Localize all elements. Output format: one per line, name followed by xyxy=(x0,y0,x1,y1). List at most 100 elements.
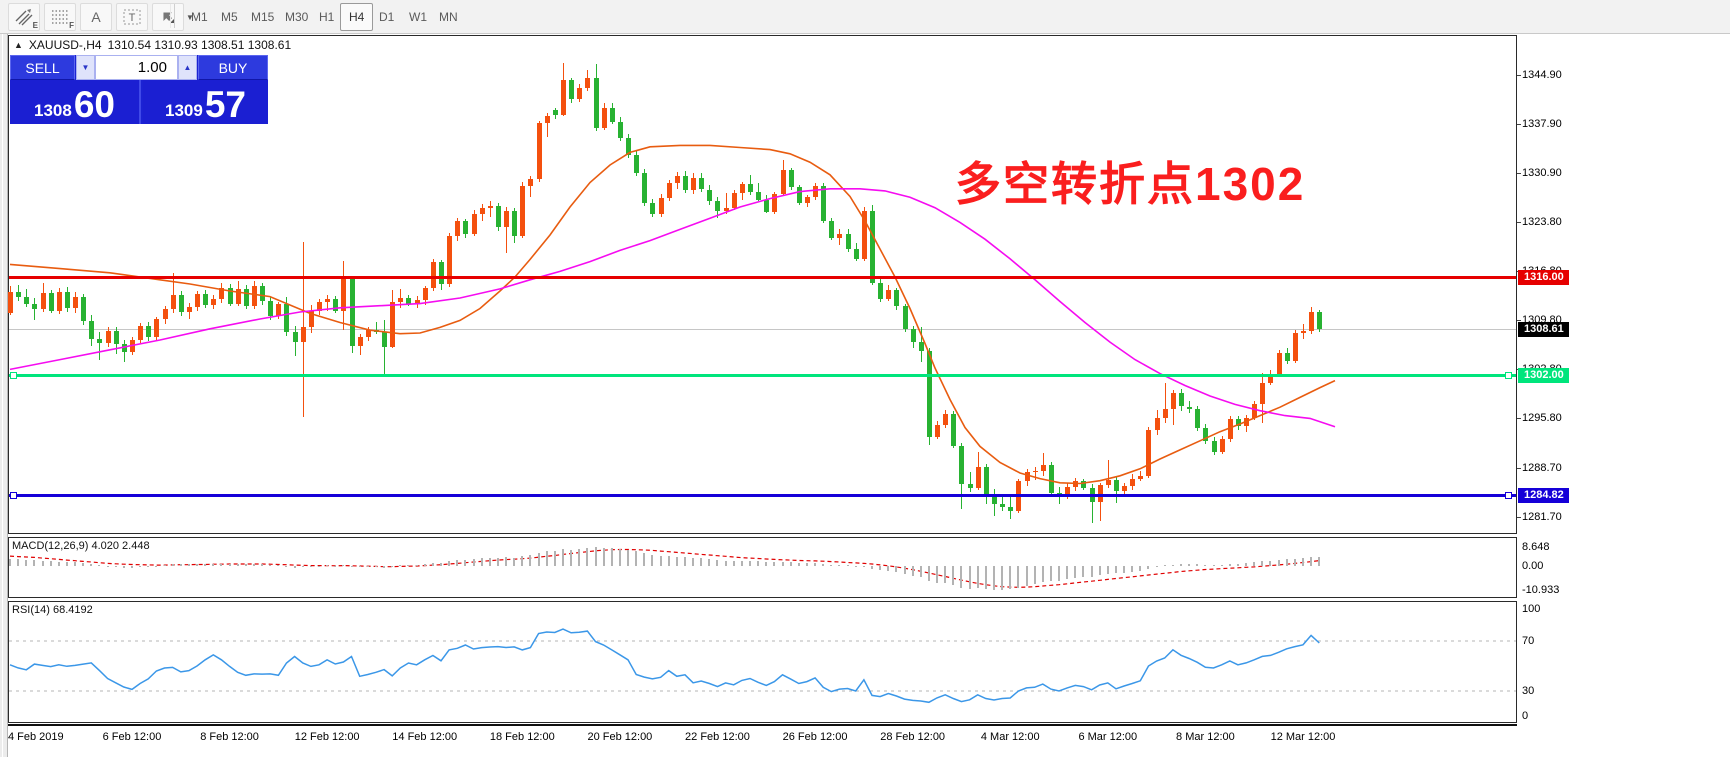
resistance-line[interactable] xyxy=(9,276,1516,279)
macd-histogram-bar xyxy=(98,565,101,566)
candle-bull xyxy=(73,296,79,309)
macd-histogram-bar xyxy=(814,562,817,566)
macd-histogram-bar xyxy=(285,566,288,567)
candle-bear xyxy=(97,338,103,343)
candle-bear xyxy=(1195,409,1201,429)
candle-bull xyxy=(1122,486,1128,492)
macd-histogram-bar xyxy=(895,566,898,573)
macd-histogram-bar xyxy=(618,549,621,566)
ask-price-button[interactable]: 1309 57 xyxy=(143,80,268,124)
timeframe-button-M15[interactable]: M15 xyxy=(251,10,275,24)
symbol-ohlc-values: 1310.54 1310.93 1308.51 1308.61 xyxy=(107,38,292,52)
candle-bear xyxy=(699,177,705,190)
macd-histogram-bar xyxy=(570,549,573,566)
candle-bear xyxy=(512,211,518,236)
macd-histogram-bar xyxy=(383,566,386,569)
macd-histogram-bar xyxy=(179,564,182,566)
candle-bull xyxy=(1154,418,1160,431)
timeframe-button-M30[interactable]: M30 xyxy=(285,10,309,24)
pivot-line-right-handle[interactable] xyxy=(1505,372,1512,379)
timeframe-button-M5[interactable]: M5 xyxy=(221,10,238,24)
pivot-line-price-badge: 1302.00 xyxy=(1518,368,1569,383)
equidistant-channel-tool-icon[interactable]: E xyxy=(8,3,40,31)
time-axis-label: 8 Mar 12:00 xyxy=(1176,731,1235,743)
support-line-left-handle[interactable] xyxy=(10,492,17,499)
macd-scale-label: -10.933 xyxy=(1522,584,1560,597)
candle-bull xyxy=(40,293,46,310)
macd-histogram-bar xyxy=(1236,563,1239,566)
macd-histogram-bar xyxy=(1261,561,1264,566)
macd-histogram-bar xyxy=(301,566,304,568)
candle-bear xyxy=(1008,506,1014,511)
fibonacci-tool-icon[interactable]: F xyxy=(44,3,76,31)
candle-bear xyxy=(707,189,713,202)
candle-bear xyxy=(1235,419,1241,427)
support-line-right-handle[interactable] xyxy=(1505,492,1512,499)
macd-panel[interactable] xyxy=(8,537,1517,598)
ask-price-main: 1309 xyxy=(165,101,203,121)
candle-bull xyxy=(455,221,461,237)
pivot-line[interactable] xyxy=(9,374,1516,377)
macd-histogram-bar xyxy=(692,557,695,566)
macd-histogram-bar xyxy=(277,565,280,566)
macd-histogram-bar xyxy=(561,549,564,566)
rsi-panel[interactable] xyxy=(8,601,1517,723)
timeframe-button-H4[interactable]: H4 xyxy=(340,3,374,31)
volume-input[interactable] xyxy=(95,55,178,80)
candle-bull xyxy=(129,340,135,352)
symbol-collapse-icon[interactable]: ▲ xyxy=(14,40,23,50)
candle-bull xyxy=(390,302,396,347)
candle-bear xyxy=(24,297,30,304)
timeframe-button-MN[interactable]: MN xyxy=(439,10,458,24)
arrows-tool-dropdown-icon[interactable]: ▼ xyxy=(186,13,194,22)
bid-price-button[interactable]: 1308 60 xyxy=(10,80,141,124)
macd-histogram-bar xyxy=(252,563,255,566)
candle-bull xyxy=(1309,312,1315,331)
candle-bull xyxy=(674,175,680,184)
candle-bear xyxy=(1048,464,1054,493)
candle-wick xyxy=(1002,494,1004,511)
toolbar-separator xyxy=(174,4,175,28)
macd-histogram-bar xyxy=(1310,556,1313,566)
timeframe-button-D1[interactable]: D1 xyxy=(379,10,395,24)
macd-histogram-bar xyxy=(594,547,597,566)
candle-bear xyxy=(569,80,575,100)
price-axis-label: 1330.90 xyxy=(1522,166,1562,179)
macd-histogram-bar xyxy=(456,559,459,566)
macd-histogram-bar xyxy=(122,566,125,568)
volume-increase-button[interactable]: ▲ xyxy=(178,55,197,80)
timeframe-button-H1[interactable]: H1 xyxy=(319,10,335,24)
candle-bear xyxy=(593,77,599,128)
candle-bull xyxy=(1138,475,1144,479)
candle-bear xyxy=(1081,480,1087,488)
macd-histogram-bar xyxy=(708,559,711,566)
macd-histogram-bar xyxy=(74,562,77,566)
macd-histogram-bar xyxy=(797,562,800,566)
candle-wick xyxy=(99,331,101,360)
sell-button[interactable]: SELL xyxy=(10,55,75,80)
macd-histogram-bar xyxy=(114,566,117,568)
candle-wick xyxy=(1034,466,1036,480)
buy-button[interactable]: BUY xyxy=(198,55,268,80)
candle-bull xyxy=(341,278,347,312)
macd-histogram-bar xyxy=(627,550,630,566)
timeframe-button-M1[interactable]: M1 xyxy=(191,10,208,24)
macd-histogram-bar xyxy=(25,559,28,566)
macd-histogram-bar xyxy=(960,566,963,588)
support-line[interactable] xyxy=(9,494,1516,497)
pivot-line-left-handle[interactable] xyxy=(10,372,17,379)
macd-histogram-bar xyxy=(41,560,44,566)
text-label-tool-icon[interactable]: T xyxy=(116,3,148,31)
macd-histogram-bar xyxy=(204,564,207,566)
chart-annotation-text[interactable]: 多空转折点1302 xyxy=(955,158,1306,210)
candle-bull xyxy=(601,107,607,128)
arrows-tool-icon[interactable] xyxy=(152,3,184,31)
timeframe-button-W1[interactable]: W1 xyxy=(409,10,427,24)
macd-histogram-bar xyxy=(838,565,841,566)
text-tool-icon[interactable]: A xyxy=(80,3,112,31)
candle-bull xyxy=(658,197,664,214)
candle-bull xyxy=(1065,487,1071,497)
candle-bear xyxy=(609,107,615,122)
volume-decrease-button[interactable]: ▼ xyxy=(76,55,95,80)
